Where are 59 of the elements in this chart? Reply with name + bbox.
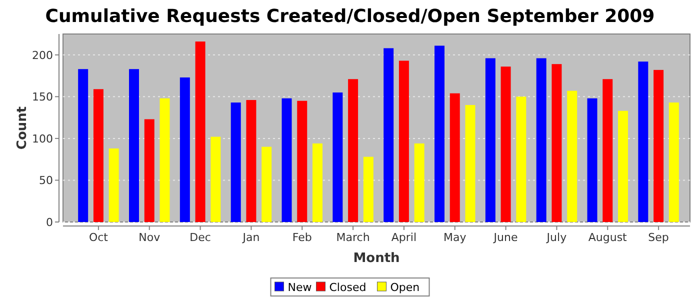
x-tick-label: Nov [138,231,161,244]
bar [363,156,374,222]
bar [93,89,104,222]
y-axis-title: Count [15,106,30,150]
bar [414,143,424,222]
x-tick-label: June [492,231,518,244]
y-tick-label: 50 [39,174,53,188]
bar [536,58,546,222]
bar [108,148,119,222]
bar [602,79,613,222]
bar [332,92,343,222]
bar [262,146,272,222]
bar [516,96,526,222]
bar [384,48,394,222]
bar [618,110,628,222]
x-tick-label: Feb [292,231,312,244]
bar [297,100,308,222]
bar [654,70,664,222]
bar [398,60,409,222]
bar [160,98,170,222]
x-axis-title: Month [353,251,400,266]
x-tick-label: April [391,231,417,244]
y-tick-label: 0 [46,216,53,229]
bar [668,102,679,222]
y-tick-label: 100 [32,132,53,146]
x-tick-label: Jan [242,231,260,244]
legend-label: New [288,281,312,294]
bar [485,58,496,222]
chart-title: Cumulative Requests Created/Closed/Open September 2009 [45,6,655,27]
bar [129,69,139,222]
legend-label: Open [390,281,420,294]
bar [210,136,221,222]
bar [78,69,88,222]
bar [282,98,292,222]
x-tick-label: May [444,231,467,244]
bar [348,79,358,222]
x-tick-label: Sep [648,231,669,244]
y-tick-label: 150 [32,90,53,104]
x-tick-label: Oct [88,231,109,244]
bar [230,102,241,222]
x-tick-label: Dec [190,231,211,244]
bar [567,90,578,222]
bar [500,66,511,222]
bar [465,105,476,222]
y-tick-label: 200 [32,48,53,62]
bar [450,93,460,222]
bar [144,119,154,222]
bar [246,100,256,222]
x-tick-label: July [546,231,568,244]
bar [552,64,562,222]
bar [587,98,598,222]
bar [434,46,444,222]
bar [638,62,648,222]
bar [180,77,190,222]
legend-label: Closed [329,281,366,294]
x-tick-label: March [336,231,370,244]
bar [312,143,322,222]
x-tick-label: August [588,231,628,244]
bar [195,42,206,222]
